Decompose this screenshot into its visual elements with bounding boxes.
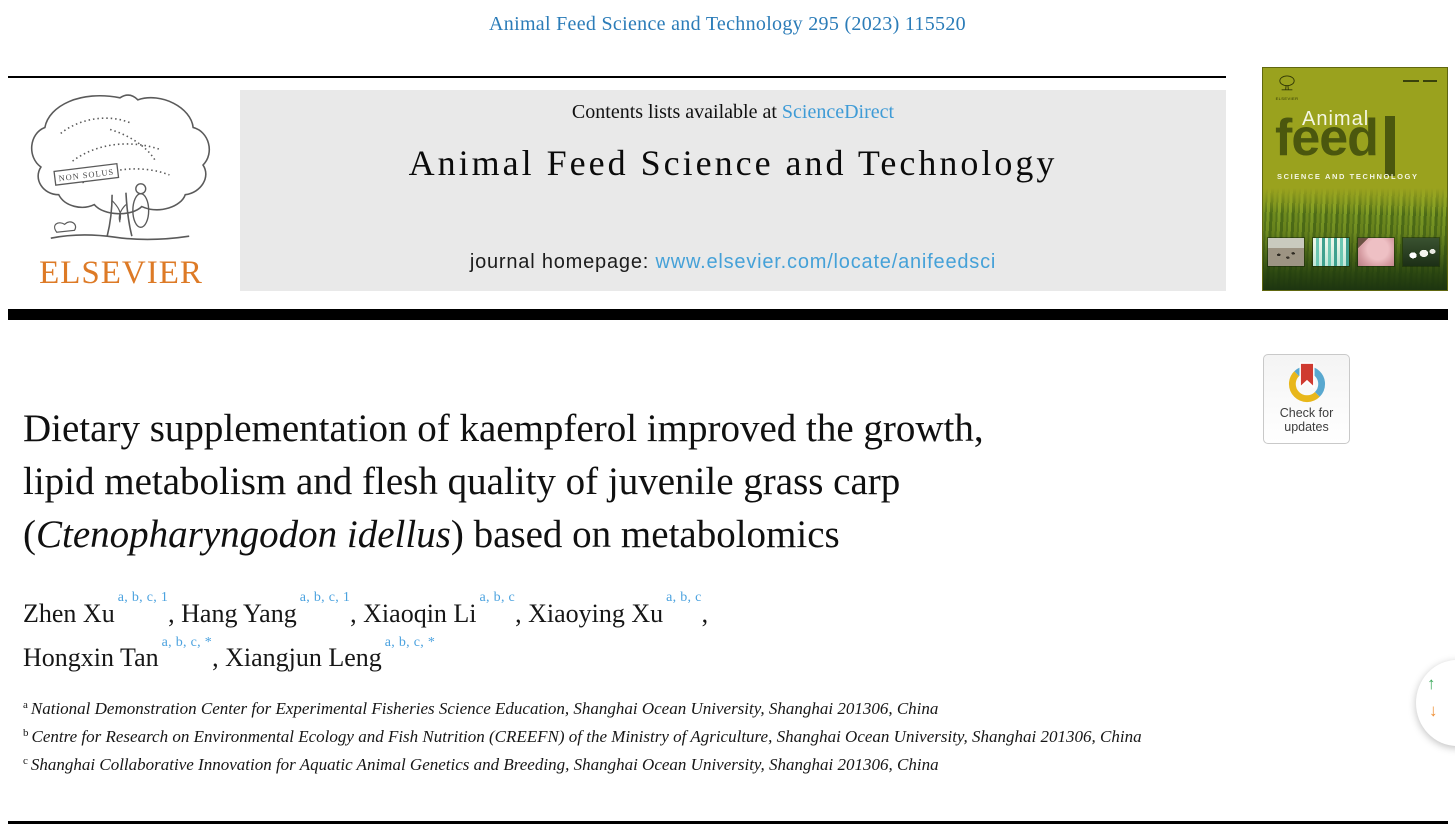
cover-photo-chickens bbox=[1403, 238, 1439, 266]
author-affil-sup: a, b, c, 1 bbox=[117, 590, 169, 605]
author-affil-sup: a, b, c, 1 bbox=[299, 590, 351, 605]
scroll-down-icon[interactable]: ↓ bbox=[1429, 701, 1438, 720]
header-rule bbox=[8, 76, 1226, 78]
affiliation-list: a National Demonstration Center for Exper… bbox=[23, 696, 1241, 780]
section-divider-bar bbox=[8, 309, 1448, 320]
cover-tree-icon bbox=[1279, 75, 1295, 91]
title-line-1: Dietary supplementation of kaempferol im… bbox=[23, 407, 984, 450]
author-list: Zhen Xua, b, c, 1, Hang Yanga, b, c, 1, … bbox=[23, 589, 1203, 678]
cover-publisher-label: ELSEVIER bbox=[1275, 96, 1299, 101]
cover-elsevier-logo: ELSEVIER bbox=[1272, 75, 1302, 101]
author-affil-sup: a, b, c, * bbox=[161, 634, 213, 650]
author: Hongxin Tana, b, c, *, bbox=[23, 634, 226, 673]
homepage-prefix: journal homepage: bbox=[469, 251, 656, 273]
author-line-2: Hongxin Tana, b, c, *, Xiangjun Lenga, b… bbox=[23, 634, 1203, 679]
check-updates-line2: updates bbox=[1284, 420, 1329, 434]
check-for-updates-badge[interactable]: Check for updates bbox=[1263, 354, 1350, 444]
affiliation-b: b Centre for Research on Environmental Ec… bbox=[23, 727, 1142, 746]
contents-prefix: Contents lists available at bbox=[571, 101, 782, 123]
affiliation-a: a National Demonstration Center for Exper… bbox=[23, 699, 939, 718]
affiliation-c: c Shanghai Collaborative Innovation for A… bbox=[23, 755, 939, 774]
scroll-up-icon[interactable]: ↑ bbox=[1427, 674, 1436, 693]
homepage-line: journal homepage: www.elsevier.com/locat… bbox=[240, 251, 1226, 274]
check-updates-line1: Check for bbox=[1279, 406, 1334, 420]
cover-brand-animal: Animal bbox=[1302, 108, 1370, 130]
author-affil-sup: a, b, c bbox=[479, 590, 516, 605]
check-updates-label: Check for updates bbox=[1280, 406, 1334, 434]
species-name-italic: Ctenopharyngodon idellus bbox=[36, 513, 451, 556]
cover-photo-testtubes bbox=[1313, 238, 1349, 266]
author: Zhen Xua, b, c, 1, bbox=[23, 590, 182, 628]
cover-design-bar bbox=[1385, 116, 1395, 176]
journal-banner: Contents lists available at ScienceDirec… bbox=[240, 90, 1226, 291]
crossmark-icon bbox=[1288, 362, 1325, 403]
cover-brand-feed: feed bbox=[1275, 109, 1379, 167]
author-affil-sup: a, b, c, * bbox=[384, 634, 436, 650]
homepage-link[interactable]: www.elsevier.com/locate/anifeedsci bbox=[655, 251, 997, 273]
contents-line: Contents lists available at ScienceDirec… bbox=[240, 101, 1226, 124]
author-affil-sup: a, b, c bbox=[666, 590, 702, 605]
cover-photo-cattle bbox=[1268, 238, 1304, 266]
elsevier-wordmark: ELSEVIER bbox=[39, 255, 203, 291]
cover-photo-strip bbox=[1268, 238, 1439, 266]
journal-citation: Animal Feed Science and Technology 295 (… bbox=[489, 13, 966, 35]
cover-brand-subtitle: SCIENCE AND TECHNOLOGY bbox=[1277, 172, 1419, 181]
author: Hang Yanga, b, c, 1, bbox=[181, 590, 364, 628]
author: Xiaoqin Lia, b, c, bbox=[363, 590, 529, 628]
journal-title: Animal Feed Science and Technology bbox=[408, 143, 1058, 183]
title-line-3: (Ctenopharyngodon idellus) based on meta… bbox=[23, 513, 840, 556]
footer-rule bbox=[8, 821, 1448, 824]
article-title: Dietary supplementation of kaempferol im… bbox=[23, 402, 1203, 561]
elsevier-logo: NON SOLUS ELSEVIER bbox=[20, 84, 222, 292]
author: Xiaoying Xua, b, c, bbox=[528, 590, 709, 628]
sciencedirect-link[interactable]: ScienceDirect bbox=[781, 101, 895, 123]
author-line-1: Zhen Xua, b, c, 1, Hang Yanga, b, c, 1, … bbox=[23, 589, 1203, 634]
author: Xiangjun Lenga, b, c, * bbox=[225, 634, 436, 673]
journal-cover[interactable]: ELSEVIER Animal feed SCIENCE AND TECHNOL… bbox=[1262, 67, 1448, 291]
scroll-widget[interactable]: ↑ ↓ bbox=[1416, 660, 1455, 746]
title-line-2: lipid metabolism and flesh quality of ju… bbox=[23, 460, 901, 503]
cover-photo-pig bbox=[1358, 238, 1394, 266]
elsevier-tree-icon: NON SOLUS bbox=[30, 94, 211, 241]
